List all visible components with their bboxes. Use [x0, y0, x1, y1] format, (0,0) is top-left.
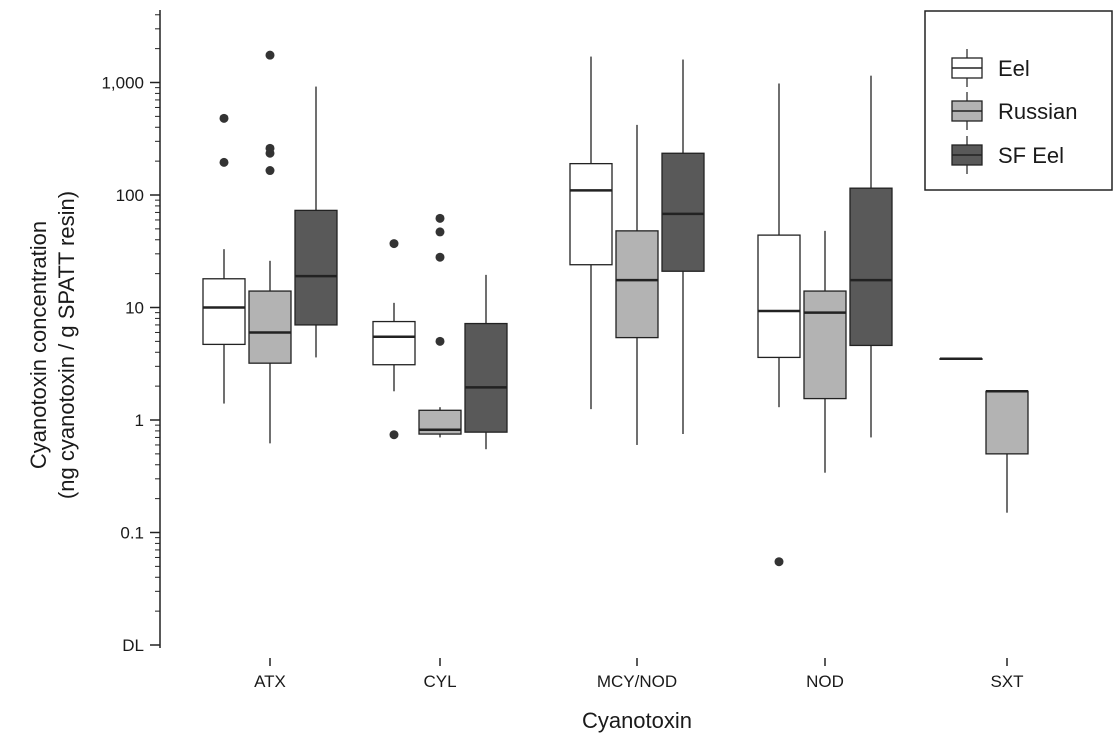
outlier-point: [265, 143, 275, 153]
y-axis-title-line1: Cyanotoxin concentration: [26, 221, 51, 469]
box-eel-cyl: [372, 239, 416, 440]
iqr-box: [569, 162, 613, 266]
outlier-point: [435, 336, 445, 346]
box-eel-sxt: [939, 357, 983, 361]
iqr-box: [372, 320, 416, 366]
x-tick-label: CYL: [423, 672, 456, 691]
iqr-box: [803, 290, 847, 400]
y-tick-label: DL: [122, 636, 144, 655]
y-tick-label: 10: [125, 299, 144, 318]
x-axis-title: Cyanotoxin: [582, 708, 692, 733]
x-tick-label: MCY/NOD: [597, 672, 677, 691]
iqr-box: [248, 290, 292, 364]
box-sf-eel-cyl: [464, 274, 508, 450]
outlier-point: [435, 213, 445, 223]
outlier-point: [389, 430, 399, 440]
x-tick-label: ATX: [254, 672, 286, 691]
box-eel-atx: [202, 113, 246, 404]
outlier-point: [435, 252, 445, 262]
iqr-box: [464, 322, 508, 433]
iqr-box: [418, 409, 462, 435]
box-russian-nod: [803, 230, 847, 473]
y-axis: DL 0.1 1 10 100 1,000: [101, 10, 161, 655]
iqr-box: [202, 278, 246, 346]
legend-label: Eel: [998, 56, 1030, 81]
y-tick-label: 0.1: [120, 524, 144, 543]
box-sf-eel-nod: [849, 75, 893, 438]
x-tick-label: NOD: [806, 672, 844, 691]
x-axis: ATX CYL MCY/NOD NOD SXT: [254, 658, 1024, 691]
legend: Eel Russian SF Eel: [924, 10, 1113, 191]
iqr-box: [294, 209, 338, 326]
outlier-point: [265, 166, 275, 176]
outlier-point: [265, 50, 275, 60]
y-tick-label: 100: [116, 186, 144, 205]
iqr-box: [615, 230, 659, 339]
legend-label: Russian: [998, 99, 1077, 124]
box-russian-mcynod: [615, 124, 659, 445]
outlier-point: [219, 113, 229, 123]
outlier-point: [435, 227, 445, 237]
y-axis-title-line2: (ng cyanotoxin / g SPATT resin): [54, 191, 79, 499]
box-eel-nod: [757, 83, 801, 567]
outlier-point: [774, 557, 784, 567]
iqr-box: [757, 234, 801, 359]
box-sf-eel-atx: [294, 86, 338, 358]
outlier-point: [389, 239, 399, 249]
box-sf-eel-mcynod: [661, 59, 705, 435]
iqr-box: [849, 187, 893, 347]
plot-area: [202, 50, 1029, 567]
iqr-box: [661, 152, 705, 272]
box-russian-atx: [248, 50, 292, 444]
iqr-box: [985, 390, 1029, 455]
legend-label: SF Eel: [998, 143, 1064, 168]
x-tick-label: SXT: [990, 672, 1023, 691]
box-russian-sxt: [985, 390, 1029, 513]
box-russian-cyl: [418, 213, 462, 438]
box-eel-mcynod: [569, 56, 613, 410]
outlier-point: [219, 157, 229, 167]
y-tick-label: 1: [135, 411, 144, 430]
y-tick-label: 1,000: [101, 74, 144, 93]
